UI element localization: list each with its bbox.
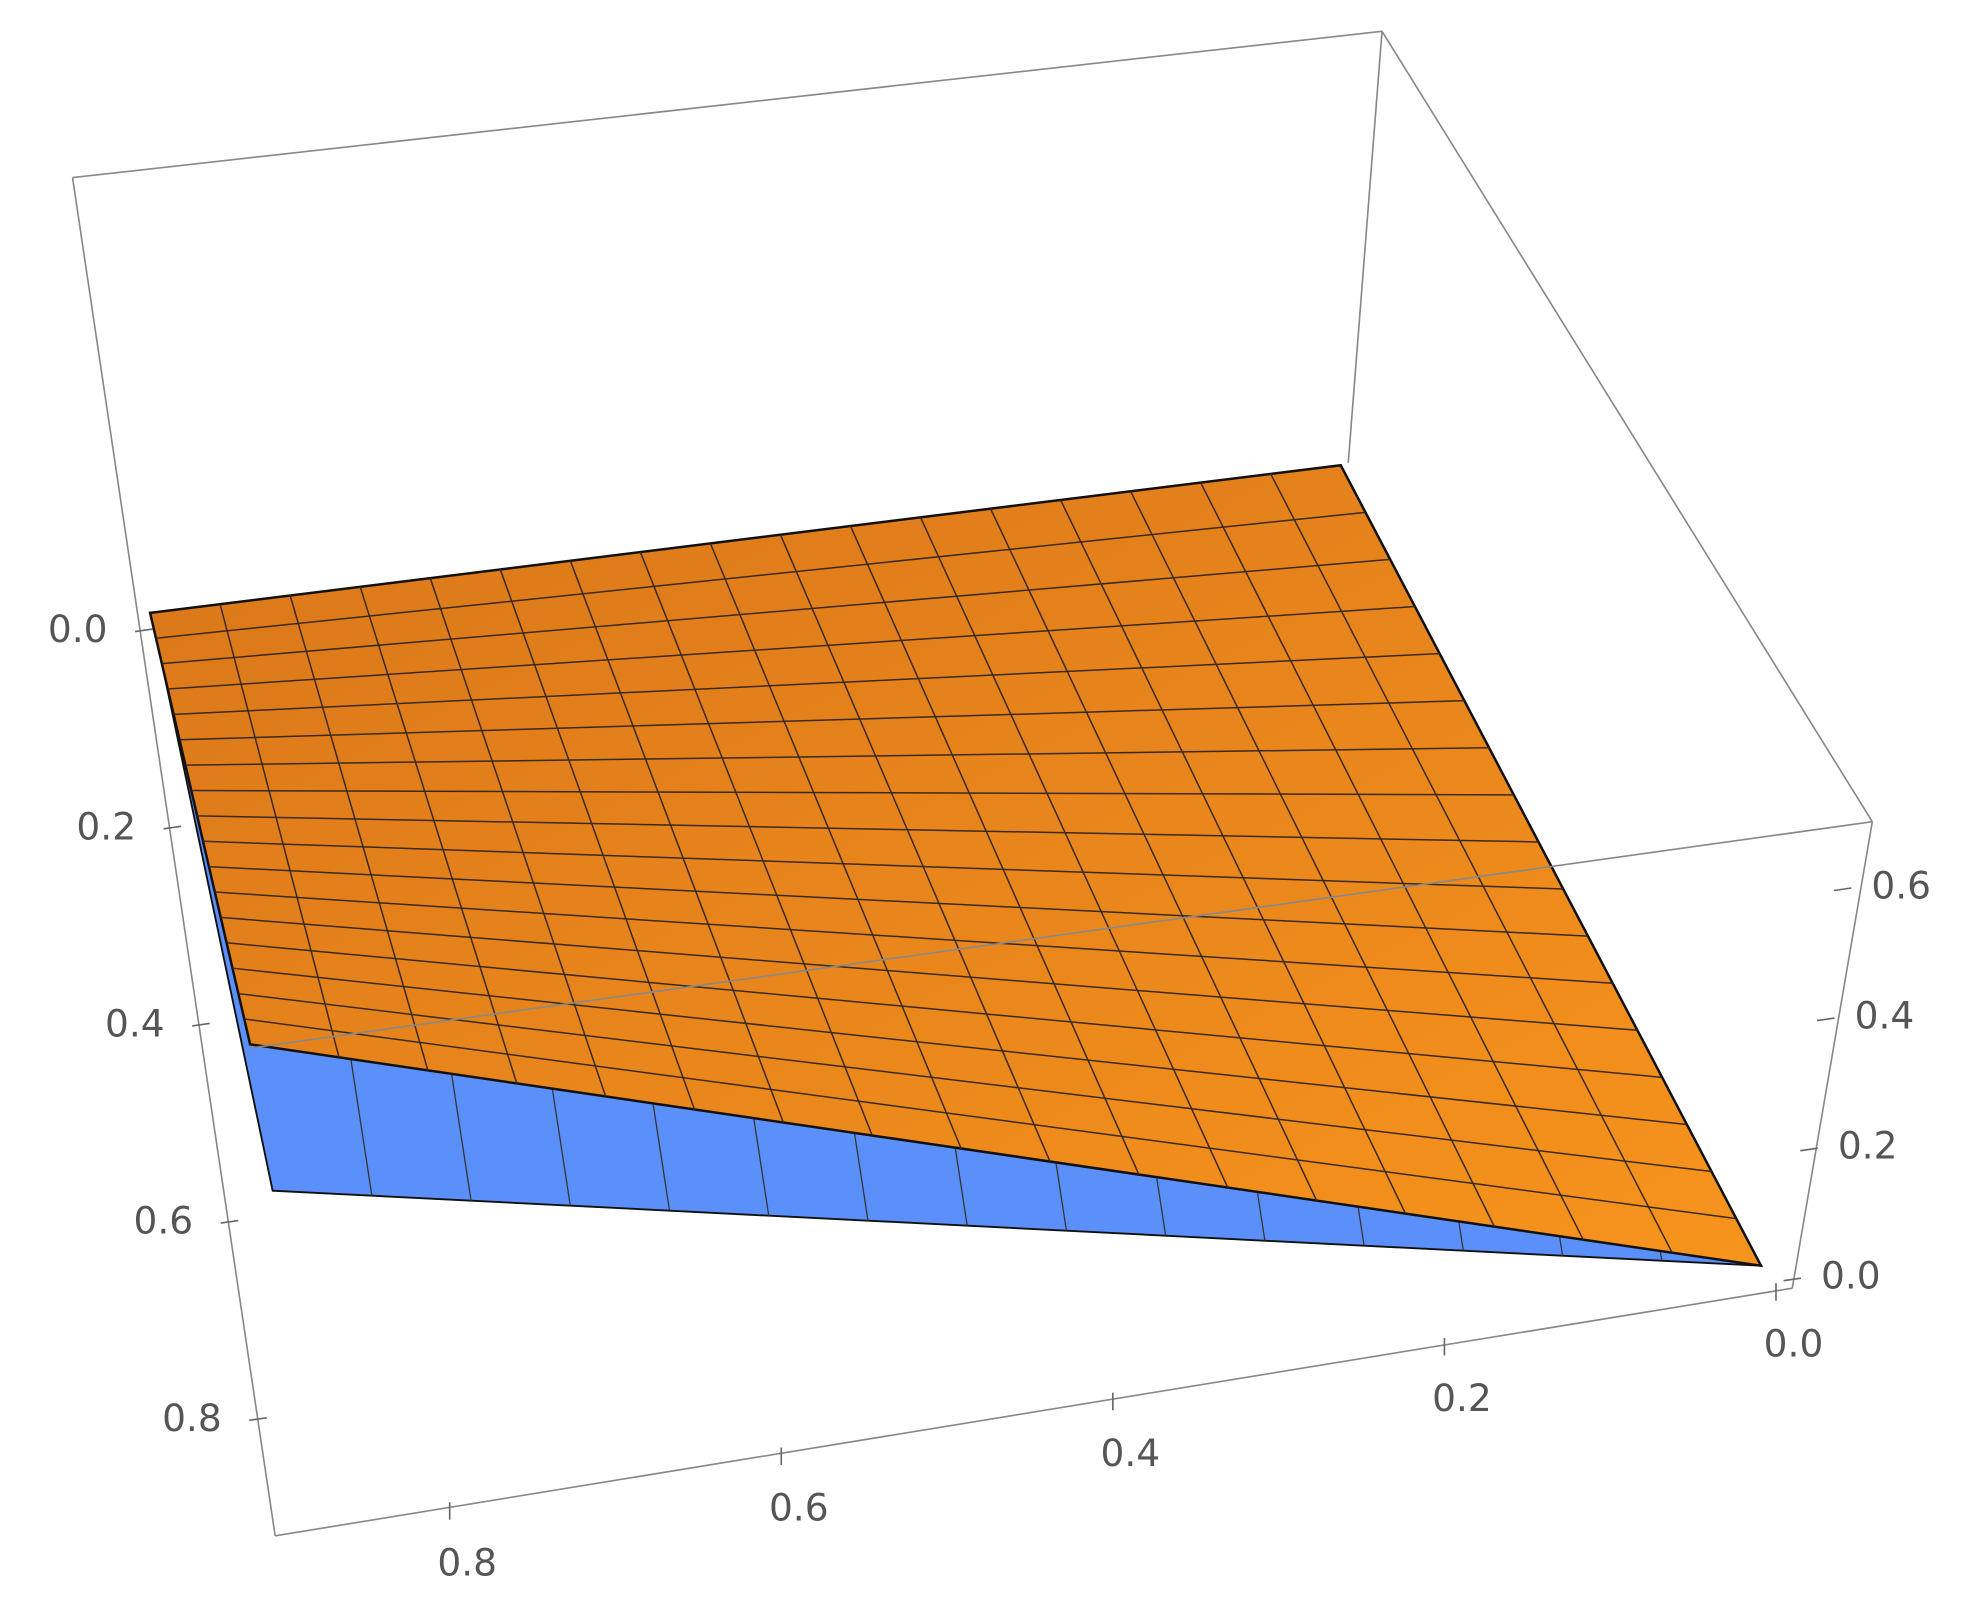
x-tick-label: 0.8 xyxy=(437,1540,497,1584)
mesh-line xyxy=(849,525,1140,1175)
mesh-line xyxy=(450,1073,472,1201)
tick-mark xyxy=(1833,887,1852,892)
y-tick-label: 0.6 xyxy=(134,1199,194,1243)
mesh-line xyxy=(1256,1191,1266,1241)
mesh-line xyxy=(1659,1250,1663,1261)
mesh-line xyxy=(1055,1162,1068,1231)
mesh-line xyxy=(203,840,1564,890)
tick-mark xyxy=(249,1416,267,1422)
mesh-line xyxy=(652,1103,671,1211)
mesh-line xyxy=(919,517,1229,1188)
tick-mark xyxy=(192,1022,210,1027)
mesh-line xyxy=(197,815,1539,843)
mesh-line xyxy=(179,699,1465,741)
tick-mark xyxy=(163,825,182,830)
y-tick-label: 0.2 xyxy=(76,804,136,848)
tick-mark xyxy=(220,1219,239,1224)
mesh-line xyxy=(1357,1206,1365,1246)
mesh-line xyxy=(191,789,1514,796)
box-back xyxy=(71,30,1874,1537)
mesh-line xyxy=(208,865,1588,937)
mesh-line xyxy=(232,967,1687,1126)
x-tick-label: 0.2 xyxy=(1432,1376,1492,1420)
mesh-line xyxy=(1059,499,1407,1214)
tick-mark xyxy=(1783,1277,1802,1282)
mesh-line xyxy=(161,558,1391,665)
mesh-line xyxy=(853,1132,869,1221)
mesh-line xyxy=(219,603,340,1058)
mesh-line xyxy=(429,577,607,1097)
mesh-line xyxy=(214,891,1613,984)
mesh-line xyxy=(155,511,1366,639)
mesh-line xyxy=(244,1018,1737,1220)
mesh-line xyxy=(359,586,518,1084)
z-tick-label: 0.2 xyxy=(1838,1124,1898,1168)
mesh-line xyxy=(289,595,429,1071)
z-tick-label: 0.0 xyxy=(1821,1254,1881,1298)
y-tick-label: 0.0 xyxy=(48,607,108,651)
mesh-line xyxy=(551,1088,571,1206)
x-tick-label: 0.0 xyxy=(1764,1321,1824,1365)
box-front-edge xyxy=(250,820,1873,1049)
mesh-line xyxy=(954,1147,968,1226)
mesh-line xyxy=(1558,1236,1564,1256)
mesh-line xyxy=(779,534,1051,1162)
mesh-line xyxy=(1200,482,1584,1241)
mesh-line xyxy=(989,508,1318,1201)
tick-mark xyxy=(1800,1147,1818,1152)
mesh-line xyxy=(238,992,1712,1173)
mesh-line xyxy=(569,560,785,1123)
mesh-line xyxy=(350,1058,373,1196)
surfaces xyxy=(148,463,1764,1268)
plot-area: 0.0 0.2 0.4 0.6 0.8 0.0 0.2 0.4 0.6 0.8 0.0 0.2 0.4 0… xyxy=(48,30,1931,1584)
axes: 0.0 0.2 0.4 0.6 0.8 0.0 0.2 0.4 0.6 0.8 0.0 0.2 0.4 0… xyxy=(48,607,1931,1584)
mesh-line xyxy=(1458,1221,1464,1251)
mesh-line xyxy=(173,652,1440,716)
x-tick-label: 0.6 xyxy=(769,1486,829,1530)
mesh-line xyxy=(639,551,873,1136)
mesh-line xyxy=(1156,1177,1167,1236)
mesh-line xyxy=(167,605,1415,690)
mesh-line xyxy=(1270,473,1673,1254)
mesh-line xyxy=(220,916,1638,1032)
surface-upper xyxy=(148,463,1764,1268)
z-tick-label: 0.6 xyxy=(1871,863,1931,907)
y-tick-label: 0.8 xyxy=(162,1396,222,1440)
z-tick-label: 0.4 xyxy=(1855,994,1915,1038)
y-tick-label: 0.4 xyxy=(105,1001,165,1045)
mesh-line xyxy=(1129,490,1496,1227)
mesh-line xyxy=(753,1118,770,1216)
mesh-line xyxy=(499,569,696,1110)
tick-mark xyxy=(134,628,153,633)
mesh-line xyxy=(226,942,1663,1079)
mesh-line xyxy=(709,543,962,1149)
tick-mark xyxy=(1816,1017,1835,1022)
x-tick-label: 0.4 xyxy=(1101,1431,1161,1475)
mesh-line xyxy=(185,747,1490,766)
